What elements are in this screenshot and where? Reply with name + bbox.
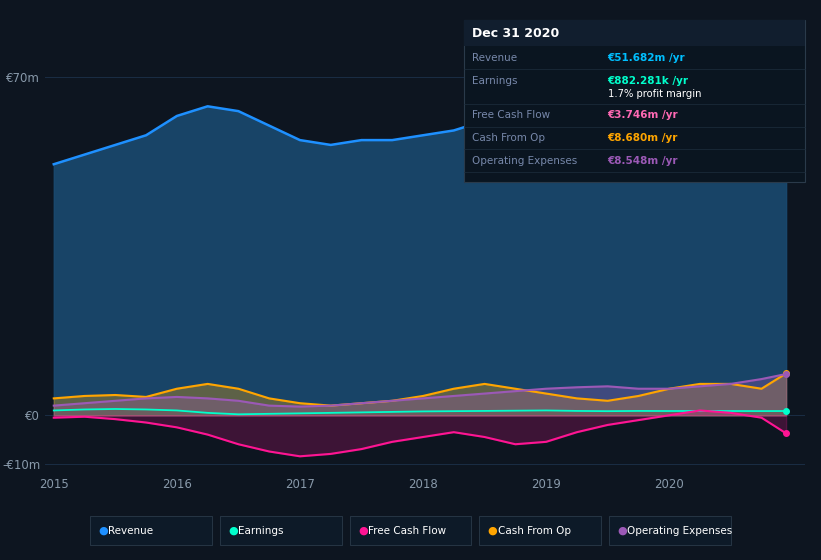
Text: Cash From Op: Cash From Op [472, 133, 545, 143]
Text: 1.7% profit margin: 1.7% profit margin [608, 88, 701, 99]
Text: €3.746m /yr: €3.746m /yr [608, 110, 678, 120]
Text: ●: ● [488, 526, 498, 536]
Text: Revenue: Revenue [108, 526, 154, 536]
Text: €882.281k /yr: €882.281k /yr [608, 76, 689, 86]
Text: Operating Expenses: Operating Expenses [627, 526, 732, 536]
Text: Operating Expenses: Operating Expenses [472, 156, 577, 166]
Text: Dec 31 2020: Dec 31 2020 [472, 26, 559, 40]
Text: ●: ● [99, 526, 108, 536]
Text: Earnings: Earnings [472, 76, 517, 86]
Text: Free Cash Flow: Free Cash Flow [368, 526, 446, 536]
Text: Free Cash Flow: Free Cash Flow [472, 110, 550, 120]
Text: ●: ● [358, 526, 368, 536]
Text: ●: ● [617, 526, 627, 536]
Text: €8.680m /yr: €8.680m /yr [608, 133, 678, 143]
Text: Cash From Op: Cash From Op [498, 526, 571, 536]
Text: ●: ● [228, 526, 238, 536]
Text: €8.548m /yr: €8.548m /yr [608, 156, 678, 166]
Text: Revenue: Revenue [472, 53, 517, 63]
Text: €51.682m /yr: €51.682m /yr [608, 53, 686, 63]
Text: Earnings: Earnings [238, 526, 283, 536]
